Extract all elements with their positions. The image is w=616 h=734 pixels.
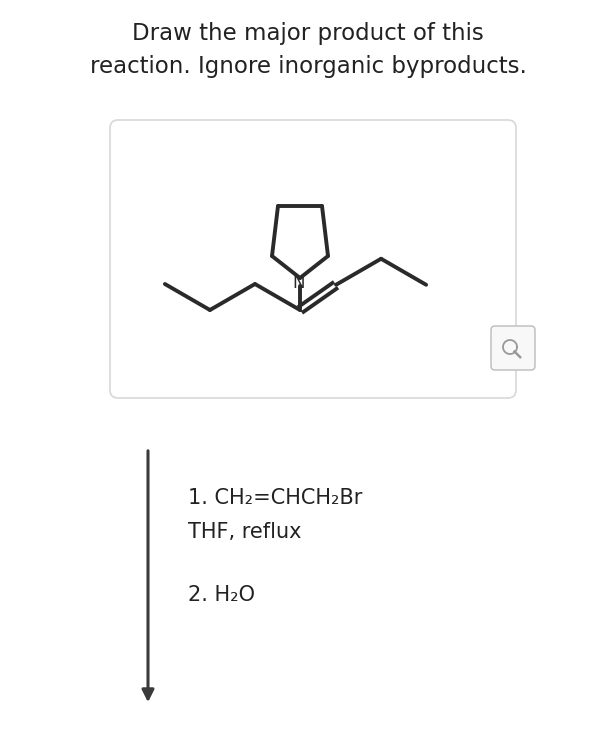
Text: THF, reflux: THF, reflux: [188, 522, 301, 542]
Text: Draw the major product of this: Draw the major product of this: [132, 22, 484, 45]
Text: N: N: [292, 274, 304, 292]
Text: 2. H₂O: 2. H₂O: [188, 585, 255, 605]
Text: reaction. Ignore inorganic byproducts.: reaction. Ignore inorganic byproducts.: [89, 55, 527, 78]
Text: 1. CH₂=CHCH₂Br: 1. CH₂=CHCH₂Br: [188, 488, 362, 508]
FancyBboxPatch shape: [110, 120, 516, 398]
FancyBboxPatch shape: [491, 326, 535, 370]
